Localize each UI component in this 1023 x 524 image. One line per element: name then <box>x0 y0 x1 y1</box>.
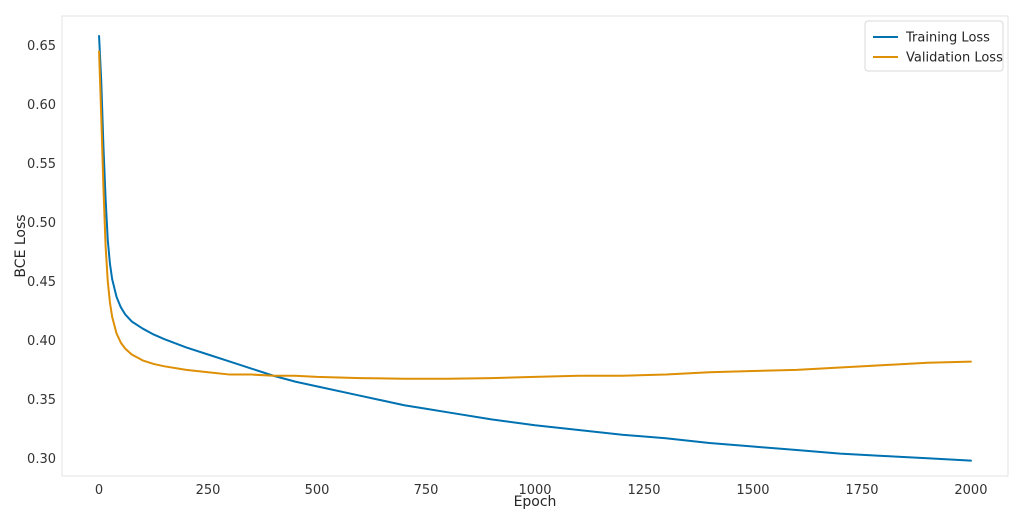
legend-label-validation-loss: Validation Loss <box>906 51 1003 66</box>
y-axis-title: BCE Loss <box>13 214 29 277</box>
x-axis-title: Epoch <box>514 494 557 510</box>
legend-box <box>864 20 1004 72</box>
legend-label-training-loss: Training Loss <box>905 31 990 46</box>
y-tick-label: 0.35 <box>27 393 56 408</box>
series-lines <box>98 35 972 462</box>
y-tick-label: 0.60 <box>27 98 56 113</box>
y-tick-label: 0.40 <box>27 334 56 349</box>
x-tick-label: 500 <box>305 483 330 498</box>
x-tick-label: 1500 <box>736 483 769 498</box>
x-tick-label: 0 <box>95 483 103 498</box>
y-tick-label: 0.65 <box>27 39 56 54</box>
y-tick-label: 0.55 <box>27 157 56 172</box>
validation-loss-line <box>98 50 972 380</box>
x-tick-label: 250 <box>196 483 221 498</box>
x-tick-label: 1750 <box>845 483 878 498</box>
x-tick-label: 1250 <box>627 483 660 498</box>
y-axis-ticks: 0.30 0.35 0.40 0.45 0.50 0.55 0.60 0.65 <box>27 39 56 467</box>
x-tick-label: 2000 <box>954 483 987 498</box>
y-tick-label: 0.45 <box>27 275 56 290</box>
plot-frame <box>61 15 1009 477</box>
x-tick-label: 750 <box>414 483 439 498</box>
plot-border <box>61 15 1009 477</box>
x-axis-ticks: 0 250 500 750 1000 1250 1500 1750 2000 <box>95 483 988 498</box>
x-tick-label: 1000 <box>518 483 551 498</box>
y-tick-label: 0.50 <box>27 216 56 231</box>
legend: Training Loss Validation Loss <box>864 20 1004 72</box>
y-tick-label: 0.30 <box>27 452 56 467</box>
plot-background <box>62 16 1008 476</box>
